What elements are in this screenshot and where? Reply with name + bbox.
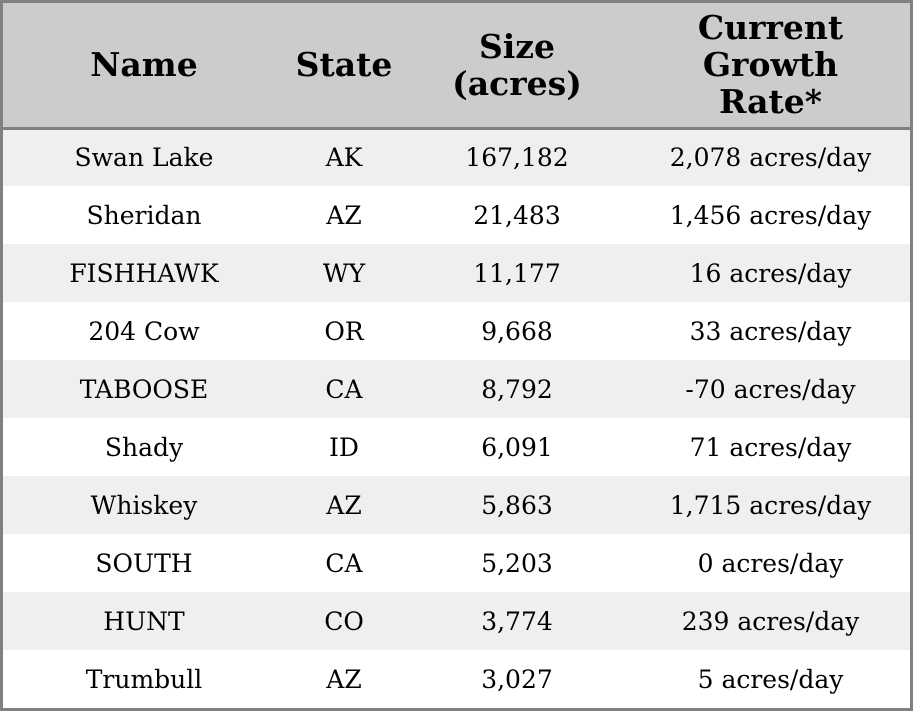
column-header-line: (acres) bbox=[452, 63, 582, 103]
cell-size: 5,863 bbox=[481, 490, 553, 520]
cell-growth-rate: 5 acres/day bbox=[697, 664, 844, 694]
column-header-growth-rate: Current Growth Rate* bbox=[631, 3, 910, 130]
column-header-line: Name bbox=[90, 45, 198, 85]
cell-size: 9,668 bbox=[481, 316, 553, 346]
column-header-size: Size (acres) bbox=[403, 3, 631, 130]
table-header: Name State Size (acres) Current Growth Rate* bbox=[3, 3, 910, 130]
cell-state: WY bbox=[322, 258, 366, 288]
cell-growth-rate: 1,715 acres/day bbox=[669, 490, 872, 520]
cell-growth-rate: 0 acres/day bbox=[697, 548, 844, 578]
table-row: HUNT CO 3,774 239 acres/day bbox=[3, 592, 910, 650]
cell-size: 6,091 bbox=[481, 432, 553, 462]
cell-name: Swan Lake bbox=[74, 143, 214, 173]
cell-name: Whiskey bbox=[90, 490, 198, 520]
column-header-line: State bbox=[295, 45, 393, 85]
table-row: Trumbull AZ 3,027 5 acres/day bbox=[3, 650, 910, 708]
fires-table: Name State Size (acres) Current Growth Rate* S… bbox=[3, 3, 910, 708]
cell-size: 5,203 bbox=[481, 548, 553, 578]
table-row: Sheridan AZ 21,483 1,456 acres/day bbox=[3, 186, 910, 244]
cell-state: OR bbox=[324, 316, 364, 346]
cell-name: 204 Cow bbox=[88, 316, 200, 346]
table-row: Shady ID 6,091 71 acres/day bbox=[3, 418, 910, 476]
cell-state: AZ bbox=[326, 664, 362, 694]
cell-state: AK bbox=[325, 143, 363, 173]
column-header-line: Rate* bbox=[718, 82, 823, 122]
column-header-line: Growth bbox=[702, 45, 839, 85]
cell-name: Trumbull bbox=[85, 664, 203, 694]
cell-name: SOUTH bbox=[95, 548, 193, 578]
table-row: Whiskey AZ 5,863 1,715 acres/day bbox=[3, 476, 910, 534]
table-row: FISHHAWK WY 11,177 16 acres/day bbox=[3, 244, 910, 302]
cell-size: 8,792 bbox=[481, 374, 553, 404]
cell-size: 11,177 bbox=[473, 258, 561, 288]
cell-growth-rate: 33 acres/day bbox=[689, 316, 852, 346]
cell-name: Shady bbox=[104, 432, 184, 462]
cell-size: 3,027 bbox=[481, 664, 553, 694]
cell-growth-rate: 1,456 acres/day bbox=[669, 200, 872, 230]
column-header-state: State bbox=[285, 3, 403, 130]
cell-growth-rate: 239 acres/day bbox=[681, 606, 860, 636]
table-body: Swan Lake AK 167,182 2,078 acres/day Sherida… bbox=[3, 128, 910, 708]
cell-size: 21,483 bbox=[473, 200, 561, 230]
table-row: SOUTH CA 5,203 0 acres/day bbox=[3, 534, 910, 592]
cell-state: CA bbox=[325, 374, 363, 404]
cell-size: 167,182 bbox=[465, 143, 569, 173]
cell-growth-rate: -70 acres/day bbox=[685, 374, 856, 404]
cell-name: TABOOSE bbox=[79, 374, 209, 404]
column-header-line: Size bbox=[478, 26, 556, 66]
cell-state: AZ bbox=[326, 200, 362, 230]
cell-growth-rate: 71 acres/day bbox=[689, 432, 852, 462]
column-header-line: Current bbox=[697, 8, 844, 48]
cell-name: FISHHAWK bbox=[69, 258, 219, 288]
table-row: TABOOSE CA 8,792 -70 acres/day bbox=[3, 360, 910, 418]
column-header-name: Name bbox=[3, 3, 285, 130]
cell-state: CO bbox=[324, 606, 364, 636]
cell-name: Sheridan bbox=[86, 200, 202, 230]
header-row: Name State Size (acres) Current Growth Rate* bbox=[3, 3, 910, 130]
cell-state: ID bbox=[329, 432, 359, 462]
table-row: 204 Cow OR 9,668 33 acres/day bbox=[3, 302, 910, 360]
table-row: Swan Lake AK 167,182 2,078 acres/day bbox=[3, 128, 910, 186]
cell-size: 3,774 bbox=[481, 606, 553, 636]
cell-state: AZ bbox=[326, 490, 362, 520]
cell-growth-rate: 16 acres/day bbox=[689, 258, 852, 288]
cell-name: HUNT bbox=[103, 606, 185, 636]
cell-growth-rate: 2,078 acres/day bbox=[669, 143, 872, 173]
cell-state: CA bbox=[325, 548, 363, 578]
